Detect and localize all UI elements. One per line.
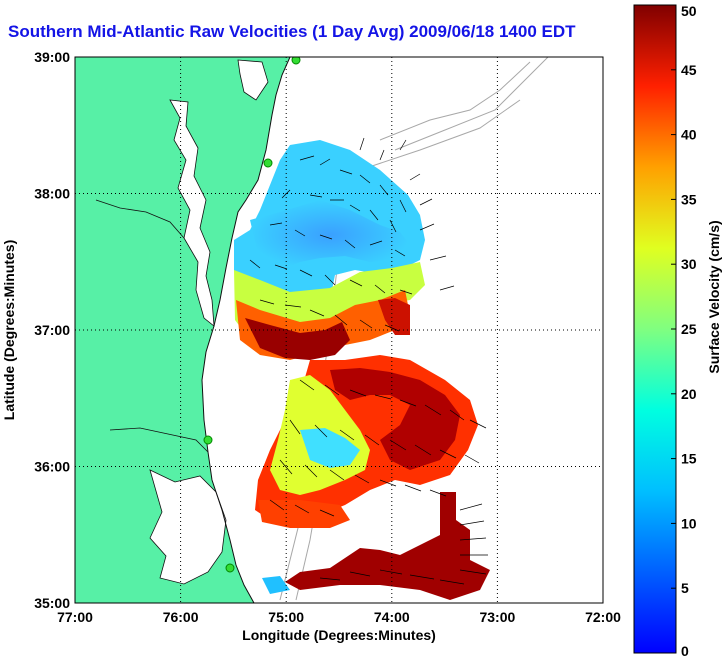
colorbar-tick-label: 5	[681, 580, 689, 596]
plot-frame	[74, 56, 604, 604]
colorbar-tick-label: 35	[681, 191, 697, 207]
x-axis-label: Longitude (Degrees:Minutes)	[242, 627, 436, 643]
coastline	[201, 57, 291, 603]
x-tick-label: 73:00	[479, 609, 515, 625]
land-mass	[75, 57, 290, 603]
velocity-field	[234, 140, 490, 600]
colorbar-tick-label: 15	[681, 451, 697, 467]
y-tick-label: 37:00	[34, 322, 70, 338]
map-title: Southern Mid-Atlantic Raw Velocities (1 …	[8, 22, 576, 41]
radar-stations	[203, 57, 301, 573]
pamlico-sound	[149, 469, 227, 585]
x-tick-label: 75:00	[268, 609, 304, 625]
x-tick-label: 76:00	[163, 609, 199, 625]
y-tick-label: 36:00	[34, 459, 70, 475]
colorbar-label: Surface Velocity (cm/s)	[706, 220, 722, 373]
colorbar-tick-label: 0	[681, 643, 689, 659]
colorbar	[633, 4, 677, 654]
potomac-river	[95, 199, 185, 239]
albemarle-sound	[109, 427, 209, 453]
y-axis-label: Latitude (Degrees:Minutes)	[1, 240, 17, 420]
colorbar-tick-label: 45	[681, 62, 697, 78]
graticule	[75, 57, 603, 603]
colorbar-tick-label: 30	[681, 256, 697, 272]
colorbar-tick-label: 50	[681, 3, 697, 19]
y-axis-ticks: 39:00 38:00 37:00 36:00 35:00	[34, 49, 70, 611]
station-marker	[225, 563, 235, 573]
colorbar-tick-label: 20	[681, 386, 697, 402]
colorbar-tick-label: 25	[681, 321, 697, 337]
delaware-bay	[237, 59, 269, 101]
velocity-arrows	[249, 137, 488, 585]
station-marker	[291, 57, 301, 65]
x-axis-ticks: 77:00 76:00 75:00 74:00 73:00 72:00	[57, 609, 621, 625]
station-marker	[203, 435, 213, 445]
y-tick-label: 38:00	[34, 186, 70, 202]
station-marker	[263, 158, 273, 168]
colorbar-tick-label: 40	[681, 127, 697, 143]
colorbar-tick-label: 10	[681, 515, 697, 531]
x-tick-label: 77:00	[57, 609, 93, 625]
x-tick-label: 72:00	[585, 609, 621, 625]
y-tick-label: 35:00	[34, 595, 70, 611]
y-tick-label: 39:00	[34, 49, 70, 65]
x-tick-label: 74:00	[374, 609, 410, 625]
